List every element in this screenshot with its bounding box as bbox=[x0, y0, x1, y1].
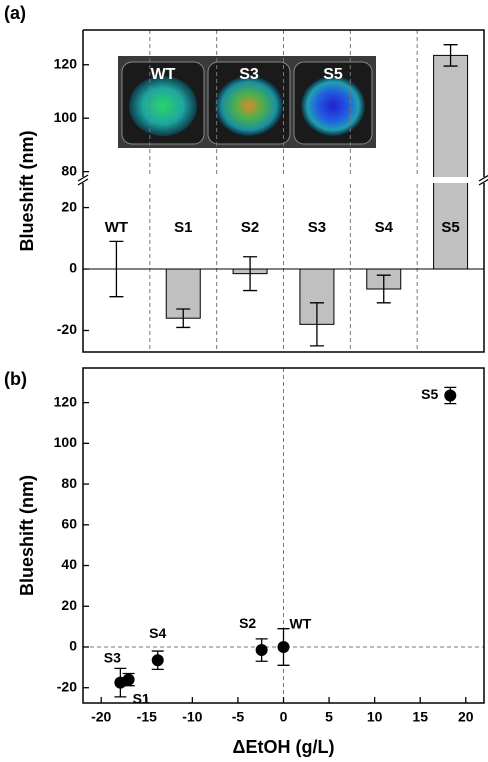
category-label: S1 bbox=[174, 219, 192, 236]
y-tick-label: 120 bbox=[54, 393, 78, 409]
y-tick-label: 100 bbox=[54, 109, 78, 125]
error-bar bbox=[309, 302, 324, 347]
error-bar bbox=[243, 256, 258, 292]
category-label: S4 bbox=[375, 219, 394, 236]
inset-label: S3 bbox=[239, 66, 259, 83]
error-bar bbox=[176, 308, 191, 329]
x-tick-label: -5 bbox=[232, 709, 245, 725]
y-tick-label: 100 bbox=[54, 434, 78, 450]
point-label: WT bbox=[290, 616, 312, 632]
point bbox=[151, 654, 164, 667]
panel-label: (a) bbox=[4, 3, 26, 23]
category-label: S3 bbox=[308, 219, 326, 236]
point bbox=[277, 640, 290, 653]
point bbox=[255, 644, 268, 657]
y-tick-label: -20 bbox=[57, 678, 77, 694]
x-tick-label: -20 bbox=[91, 709, 111, 725]
point-label: S1 bbox=[133, 690, 150, 706]
y-tick-label: 0 bbox=[69, 638, 77, 654]
x-tick-label: -10 bbox=[182, 709, 202, 725]
axis-break bbox=[82, 177, 485, 183]
point-label: S3 bbox=[104, 649, 121, 665]
y-axis-title: Blueshift (nm) bbox=[17, 475, 37, 596]
y-tick-label: 20 bbox=[61, 198, 77, 214]
x-tick-label: 20 bbox=[458, 709, 474, 725]
point bbox=[444, 389, 457, 402]
point-label: S2 bbox=[239, 615, 256, 631]
x-axis-title: ΔEtOH (g/L) bbox=[233, 737, 335, 757]
category-label: S5 bbox=[441, 219, 459, 236]
break-mark bbox=[478, 174, 488, 186]
inset-label: S5 bbox=[323, 66, 343, 83]
frame bbox=[82, 29, 485, 353]
error-bar bbox=[109, 240, 124, 298]
category-label: S2 bbox=[241, 219, 259, 236]
error-bar bbox=[443, 44, 458, 67]
bar bbox=[433, 183, 469, 270]
x-tick-label: -15 bbox=[137, 709, 157, 725]
x-tick-label: 15 bbox=[412, 709, 428, 725]
panel-label: (b) bbox=[4, 369, 27, 389]
y-tick-label: 0 bbox=[69, 260, 77, 276]
point-label: S4 bbox=[149, 625, 166, 641]
inset-photo: WT S3 S5 bbox=[118, 56, 376, 148]
y-tick-label: 60 bbox=[61, 516, 77, 532]
y-tick-label: 80 bbox=[61, 475, 77, 491]
point bbox=[114, 676, 127, 689]
bar bbox=[433, 54, 469, 177]
category-label: WT bbox=[105, 219, 128, 236]
frame bbox=[82, 367, 485, 704]
inset-label: WT bbox=[151, 66, 176, 83]
x-tick-label: 0 bbox=[280, 709, 288, 725]
y-axis-title: Blueshift (nm) bbox=[17, 131, 37, 252]
y-tick-label: 20 bbox=[61, 597, 77, 613]
x-tick-label: 10 bbox=[367, 709, 383, 725]
y-tick-label: -20 bbox=[57, 321, 77, 337]
y-tick-label: 40 bbox=[61, 556, 77, 572]
x-tick-label: 5 bbox=[325, 709, 333, 725]
y-tick-label: 80 bbox=[61, 162, 77, 178]
break-mark bbox=[77, 174, 89, 186]
point-label: S5 bbox=[421, 386, 438, 402]
error-bar bbox=[376, 274, 391, 304]
y-tick-label: 120 bbox=[54, 55, 78, 71]
